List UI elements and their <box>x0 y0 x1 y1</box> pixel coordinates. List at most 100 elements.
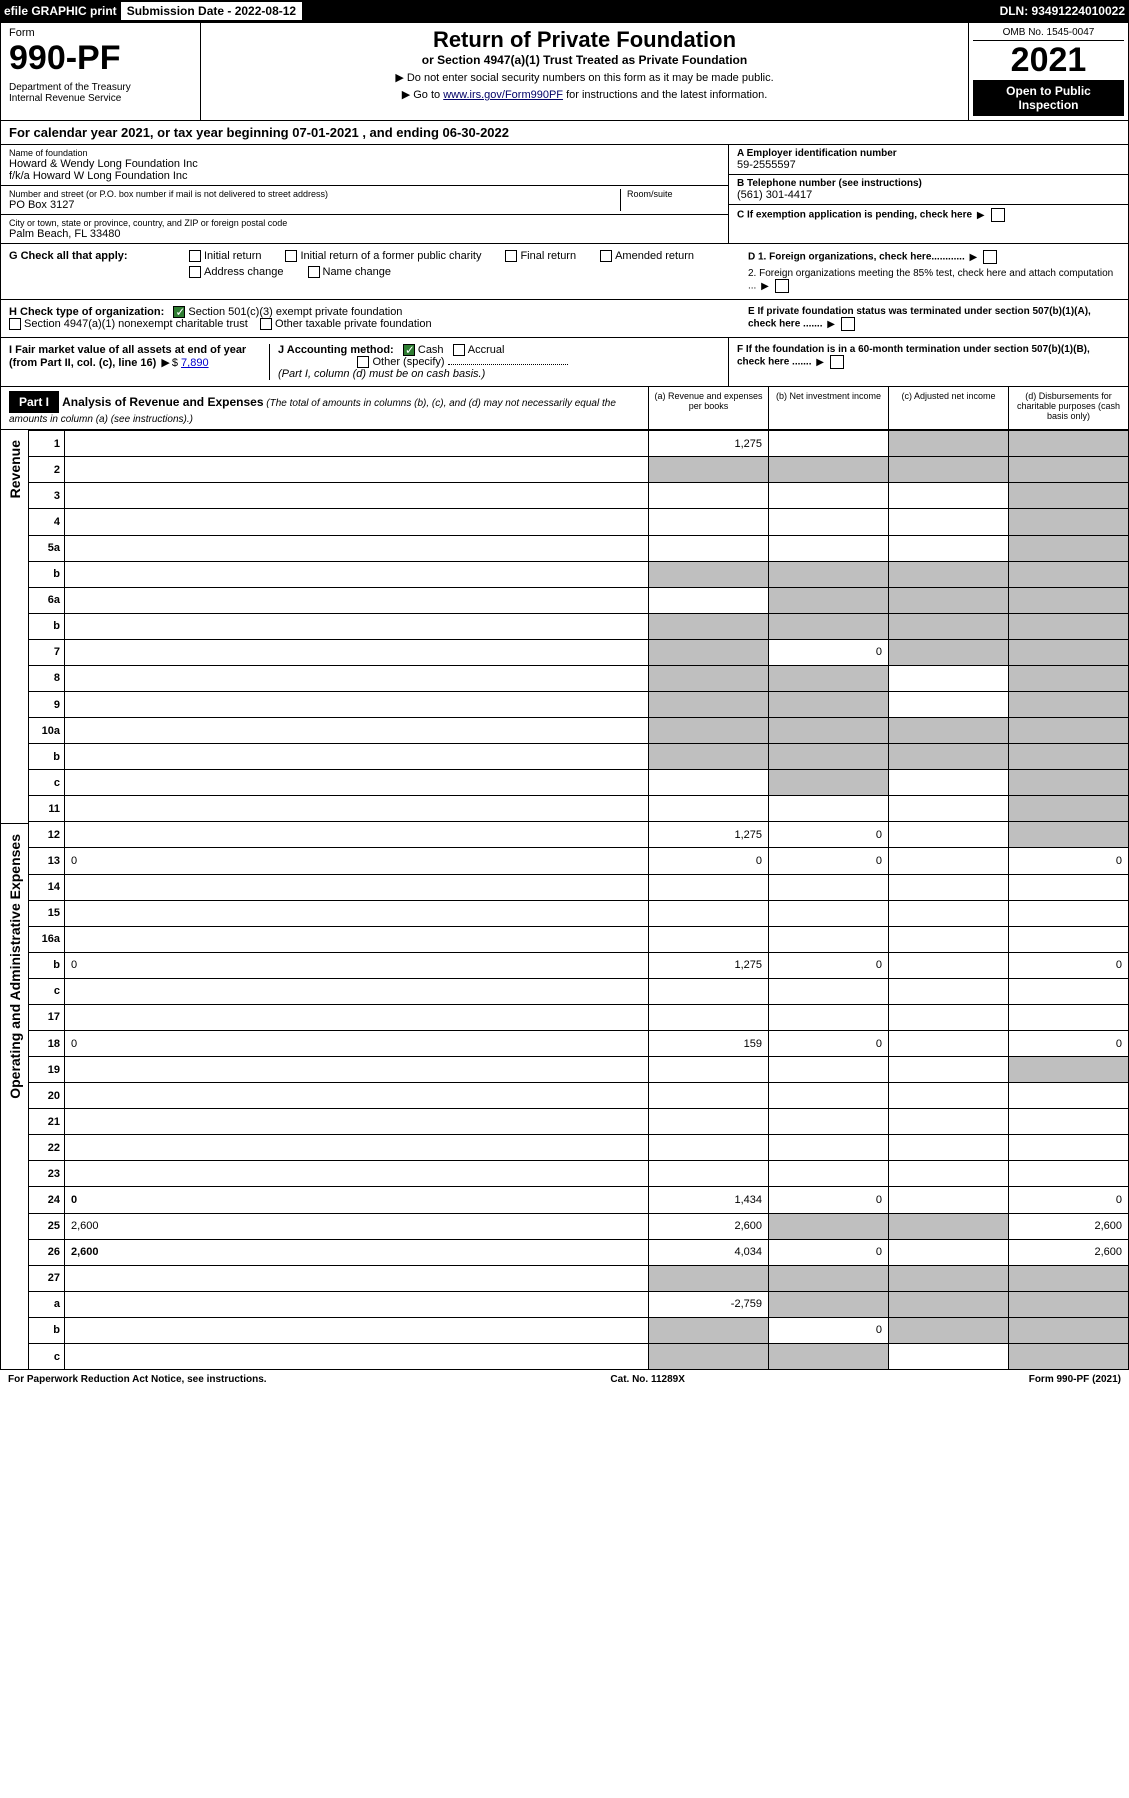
main-grid: 11,2752345ab6ab708910abc11121,2750130000… <box>28 430 1129 1370</box>
row-num: 7 <box>29 639 65 665</box>
f-section: F If the foundation is in a 60-month ter… <box>728 338 1128 386</box>
row-desc <box>65 900 649 926</box>
cell-c <box>889 1030 1009 1056</box>
table-row: 5a <box>29 535 1129 561</box>
row-desc <box>65 509 649 535</box>
row-num: b <box>29 1317 65 1343</box>
row-num: 19 <box>29 1057 65 1083</box>
cell-d: 2,600 <box>1009 1239 1129 1265</box>
footer-left: For Paperwork Reduction Act Notice, see … <box>8 1374 267 1385</box>
j-accrual-checkbox[interactable] <box>453 344 465 356</box>
row-num: c <box>29 1343 65 1369</box>
row-desc <box>65 1317 649 1343</box>
f-checkbox[interactable] <box>830 355 844 369</box>
g-initial-former-checkbox[interactable] <box>285 250 297 262</box>
name-cell: Name of foundation Howard & Wendy Long F… <box>1 145 728 186</box>
c-checkbox[interactable] <box>991 208 1005 222</box>
g-address-checkbox[interactable] <box>189 266 201 278</box>
cell-a <box>649 587 769 613</box>
cell-d <box>1009 1317 1129 1343</box>
cell-c <box>889 926 1009 952</box>
table-row: 262,6004,03402,600 <box>29 1239 1129 1265</box>
h-4947-checkbox[interactable] <box>9 318 21 330</box>
cell-c <box>889 978 1009 1004</box>
row-num: b <box>29 744 65 770</box>
cell-a <box>649 509 769 535</box>
tax-year: 2021 <box>973 41 1124 80</box>
table-row: b0 <box>29 1317 1129 1343</box>
row-desc <box>65 744 649 770</box>
top-bar: efile GRAPHIC print Submission Date - 20… <box>0 0 1129 22</box>
cell-d <box>1009 691 1129 717</box>
cell-c <box>889 535 1009 561</box>
row-num: 1 <box>29 431 65 457</box>
cell-b: 0 <box>769 822 889 848</box>
cell-d <box>1009 535 1129 561</box>
h-501c3-checkbox[interactable] <box>173 306 185 318</box>
row-desc: 0 <box>65 848 649 874</box>
omb: OMB No. 1545-0047 <box>973 27 1124 41</box>
table-row: 10a <box>29 718 1129 744</box>
row-desc <box>65 1265 649 1291</box>
cell-a: 159 <box>649 1030 769 1056</box>
footer: For Paperwork Reduction Act Notice, see … <box>0 1370 1129 1389</box>
cell-c <box>889 744 1009 770</box>
cell-a <box>649 1343 769 1369</box>
row-desc <box>65 1083 649 1109</box>
g-initial-checkbox[interactable] <box>189 250 201 262</box>
g-final-checkbox[interactable] <box>505 250 517 262</box>
d2-checkbox[interactable] <box>775 279 789 293</box>
row-num: 6a <box>29 587 65 613</box>
cell-a <box>649 770 769 796</box>
cell-b: 0 <box>769 1239 889 1265</box>
row-desc <box>65 1135 649 1161</box>
row-num: 14 <box>29 874 65 900</box>
h-other-checkbox[interactable] <box>260 318 272 330</box>
cell-d <box>1009 1161 1129 1187</box>
cell-b: 0 <box>769 848 889 874</box>
table-row: b <box>29 744 1129 770</box>
row-desc <box>65 431 649 457</box>
fmv-value[interactable]: 7,890 <box>181 357 209 369</box>
cell-a <box>649 1083 769 1109</box>
note1: ▶ Do not enter social security numbers o… <box>209 71 960 84</box>
d1-checkbox[interactable] <box>983 250 997 264</box>
cell-b <box>769 1265 889 1291</box>
g-name-checkbox[interactable] <box>308 266 320 278</box>
irs-link[interactable]: www.irs.gov/Form990PF <box>443 89 563 101</box>
cell-a <box>649 665 769 691</box>
table-row: 1 1,275 <box>29 431 1129 457</box>
cell-d <box>1009 561 1129 587</box>
form-subtitle: or Section 4947(a)(1) Trust Treated as P… <box>209 53 960 67</box>
cell-a <box>649 978 769 1004</box>
cell-c <box>889 952 1009 978</box>
e-checkbox[interactable] <box>841 317 855 331</box>
row-desc <box>65 1291 649 1317</box>
row-num: 17 <box>29 1004 65 1030</box>
cell-a <box>649 561 769 587</box>
j-other-checkbox[interactable] <box>357 356 369 368</box>
j-cash-checkbox[interactable] <box>403 344 415 356</box>
row-desc <box>65 1057 649 1083</box>
cell-d <box>1009 1135 1129 1161</box>
cell-a <box>649 874 769 900</box>
g-amended-checkbox[interactable] <box>600 250 612 262</box>
cell-a: 2,600 <box>649 1213 769 1239</box>
cell-b <box>769 561 889 587</box>
table-row: 14 <box>29 874 1129 900</box>
cell-a <box>649 926 769 952</box>
cell-b <box>769 665 889 691</box>
cell-a: 1,275 <box>649 431 769 457</box>
row-desc <box>65 691 649 717</box>
cell-c <box>889 1187 1009 1213</box>
cell-b <box>769 535 889 561</box>
row-num: 3 <box>29 483 65 509</box>
table-row: 11 <box>29 796 1129 822</box>
form-number: 990-PF <box>9 39 192 78</box>
form-word: Form <box>9 27 192 39</box>
table-row: 23 <box>29 1161 1129 1187</box>
row-desc: 0 <box>65 952 649 978</box>
cell-c <box>889 1135 1009 1161</box>
cell-c <box>889 1317 1009 1343</box>
cell-a: 1,275 <box>649 952 769 978</box>
